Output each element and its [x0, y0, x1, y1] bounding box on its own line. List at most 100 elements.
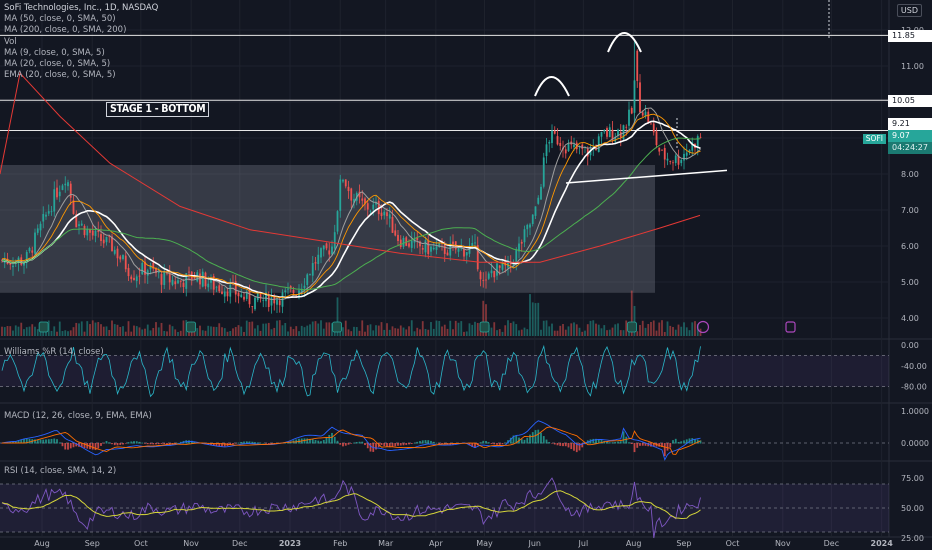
- volume-bar: [526, 329, 529, 336]
- williams-pane-label[interactable]: Williams %R (14, close): [4, 347, 104, 357]
- volume-bar: [243, 331, 245, 336]
- macd-histogram-bar: [520, 439, 523, 444]
- macd-histogram-bar: [157, 443, 160, 445]
- candle-body: [471, 242, 474, 247]
- macd-histogram-bar: [600, 440, 603, 444]
- candle-body: [75, 214, 78, 228]
- candle-body: [124, 255, 127, 270]
- volume-bar: [179, 330, 182, 336]
- volume-bar: [245, 320, 248, 336]
- macd-histogram-bar: [432, 441, 435, 444]
- price-tag-11-85: 11.85: [888, 30, 932, 42]
- macd-histogram-bar: [402, 443, 405, 446]
- candle-body: [639, 82, 641, 113]
- volume-bar: [694, 321, 696, 336]
- volume-bar: [410, 320, 413, 336]
- macd-histogram-bar: [86, 443, 89, 449]
- currency-button[interactable]: USD: [896, 4, 922, 17]
- volume-bar: [608, 329, 611, 336]
- volume-bar: [581, 331, 584, 336]
- candle-body: [391, 216, 394, 233]
- volume-bar: [636, 331, 639, 336]
- macd-histogram-bar: [575, 443, 578, 453]
- macd-histogram-bar: [91, 443, 94, 450]
- volume-bar: [53, 326, 56, 336]
- candle-body: [674, 155, 677, 163]
- candle-body: [163, 271, 166, 286]
- volume-bar: [408, 326, 410, 336]
- volume-bar: [3, 327, 6, 336]
- volume-bar: [284, 322, 287, 336]
- volume-bar: [570, 323, 573, 336]
- macd-pane-label[interactable]: MACD (12, 26, close, 9, EMA, EMA): [4, 411, 152, 421]
- candle-body: [625, 126, 628, 128]
- volume-bar: [556, 330, 559, 336]
- macd-histogram-bar: [130, 441, 133, 444]
- macd-histogram-bar: [644, 443, 647, 446]
- volume-bar: [34, 326, 36, 336]
- macd-histogram-bar: [152, 443, 155, 445]
- volume-bar: [262, 323, 265, 336]
- time-axis-label: Aug: [34, 539, 50, 548]
- volume-bar: [666, 321, 669, 336]
- candle-body: [141, 262, 144, 275]
- candle-body: [542, 157, 545, 187]
- rsi-line: [1, 477, 701, 539]
- volume-bar: [644, 327, 647, 336]
- candle-body: [270, 297, 273, 306]
- candle-body: [617, 129, 619, 136]
- rsi-pane-label[interactable]: RSI (14, close, SMA, 14, 2): [4, 466, 117, 476]
- candle-body: [485, 279, 487, 281]
- volume-bar: [149, 330, 152, 336]
- volume-bar: [23, 329, 25, 336]
- volume-bar: [226, 331, 229, 336]
- volume-bar: [416, 327, 419, 336]
- volume-bar: [221, 327, 223, 336]
- volume-bar: [413, 331, 416, 336]
- volume-bar: [64, 330, 67, 336]
- volume-bar: [364, 331, 366, 336]
- volume-bar: [663, 331, 666, 336]
- volume-bar: [237, 325, 240, 336]
- candle-body: [179, 280, 182, 282]
- volume-bar: [12, 330, 14, 336]
- macd-histogram-bar: [683, 440, 685, 444]
- candle-body: [309, 274, 311, 275]
- candle-body: [688, 149, 691, 152]
- future-earnings-marker: [785, 321, 796, 333]
- candle-body: [3, 260, 6, 263]
- macd-histogram-bar: [386, 443, 388, 447]
- price-axis-label: 7.00: [901, 206, 919, 215]
- macd-histogram-bar: [344, 443, 347, 446]
- volume-bar: [204, 330, 207, 336]
- volume-bar: [218, 323, 221, 336]
- candle-body: [108, 236, 111, 237]
- volume-bar: [350, 331, 353, 336]
- volume-bar: [551, 323, 553, 336]
- macd-histogram-bar: [72, 443, 75, 448]
- macd-histogram-bar: [526, 437, 529, 444]
- candle-body: [28, 247, 31, 252]
- candle-body: [386, 212, 388, 217]
- macd-histogram-bar: [218, 443, 221, 447]
- volume-bar: [507, 320, 509, 336]
- candle-body: [655, 131, 658, 146]
- macd-histogram-bar: [421, 440, 424, 444]
- macd-histogram-bar: [262, 442, 265, 444]
- macd-histogram-bar: [25, 438, 28, 444]
- volume-bar: [562, 324, 564, 336]
- price-tag-9-21: 9.21: [888, 118, 932, 130]
- macd-histogram-bar: [617, 441, 619, 444]
- macd-histogram-bar: [267, 443, 270, 444]
- stage-label[interactable]: STAGE 1 - BOTTOM: [106, 102, 210, 117]
- volume-bar: [476, 322, 479, 336]
- macd-histogram-bar: [234, 443, 237, 444]
- macd-histogram-bar: [375, 443, 377, 450]
- volume-bar: [628, 331, 630, 336]
- macd-histogram-bar: [570, 443, 573, 450]
- macd-histogram-bar: [232, 443, 234, 445]
- volume-bar: [306, 325, 309, 336]
- volume-bar: [441, 326, 443, 336]
- macd-histogram-bar: [405, 443, 408, 445]
